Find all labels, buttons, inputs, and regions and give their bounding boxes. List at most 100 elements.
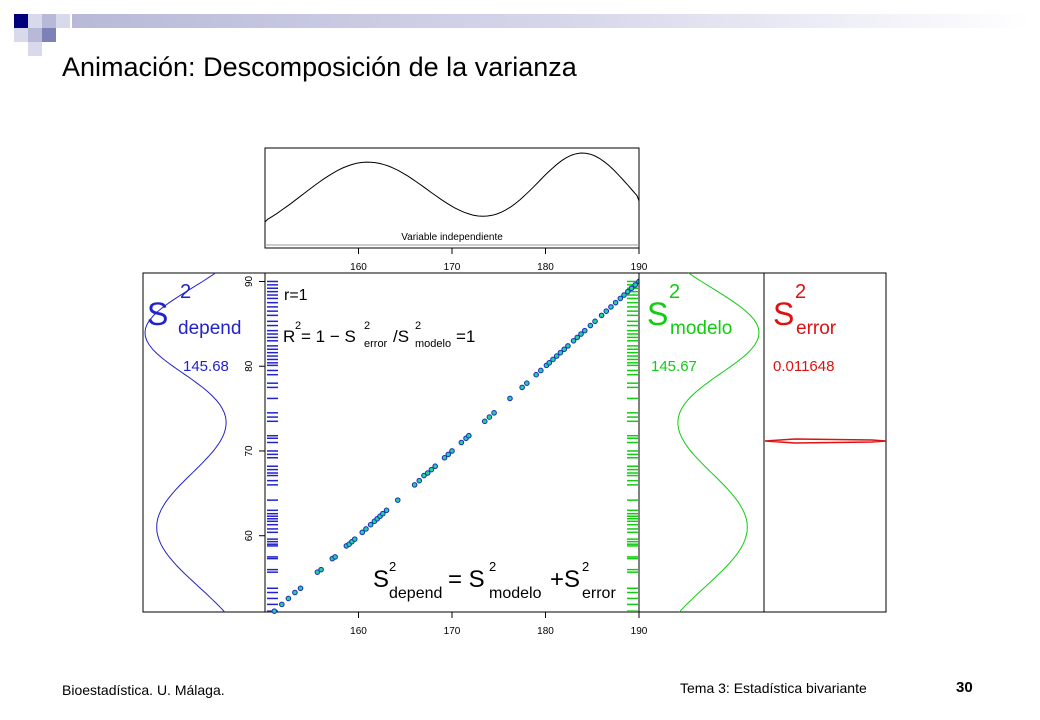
svg-text:2: 2 [389, 559, 396, 574]
scatter-point [524, 380, 530, 386]
corner-square-mid [42, 14, 56, 28]
scatter-point [441, 454, 448, 461]
svg-text:2: 2 [180, 281, 191, 303]
scatter-point [612, 299, 619, 306]
scatter-point [380, 510, 386, 517]
scatter-point [481, 418, 488, 425]
decomposition-formula: S 2 depend = S 2 modelo +S 2 error [373, 559, 616, 602]
svg-text:2: 2 [582, 559, 589, 574]
x-tick-label: 190 [631, 626, 648, 637]
scatter-point [363, 526, 369, 532]
svg-text:modelo: modelo [670, 318, 732, 339]
corner-square-light5 [28, 42, 42, 56]
y-tick-label: 70 [244, 445, 255, 457]
scatter-point [519, 384, 525, 391]
x-tick-label: 190 [631, 262, 648, 273]
scatter-point [608, 304, 614, 310]
scatter-point [546, 360, 553, 366]
page-title: Animación: Descomposición de la varianza [62, 52, 577, 82]
scatter-point [424, 470, 431, 476]
scatter-point [557, 349, 564, 356]
corner-square-light2 [42, 28, 56, 42]
footer-institution: Bioestadística. U. Málaga. [62, 682, 225, 698]
modelo-density-curve [677, 272, 760, 613]
corner-square-light [28, 14, 42, 28]
scatter-point [507, 395, 513, 402]
scatter-point [617, 295, 624, 302]
scatter-point [285, 595, 292, 602]
svg-text:error: error [796, 318, 837, 339]
x-tick-label: 160 [350, 262, 367, 273]
scatter-point [587, 322, 594, 329]
footer-topic: Tema 3: Estadística bivariante [680, 680, 867, 696]
svg-text:2: 2 [415, 320, 421, 332]
scatter-point [603, 308, 610, 314]
r-label: r=1 [284, 287, 308, 304]
scatter-point [486, 414, 493, 420]
modelo-panel-frame [638, 272, 765, 613]
scatter-point [624, 288, 631, 295]
svg-text:modelo: modelo [415, 338, 451, 350]
svg-text:= 1 − S: = 1 − S [301, 327, 356, 346]
scatter-point [574, 334, 581, 341]
scatter-point [578, 331, 584, 337]
scatter-point [581, 327, 588, 334]
svg-text:S: S [373, 566, 389, 593]
y-axis: 60 70 80 90 [244, 275, 265, 541]
svg-text:2: 2 [795, 281, 806, 303]
corner-square-dark [14, 14, 28, 28]
svg-text:/S: /S [393, 327, 409, 346]
y-tick-label: 60 [244, 530, 255, 542]
svg-text:= S: = S [448, 566, 485, 593]
svg-text:depend: depend [389, 585, 442, 602]
scatter-points [271, 278, 642, 614]
scatter-point [538, 367, 544, 374]
svg-text:=1: =1 [456, 327, 475, 346]
scatter-point [533, 371, 539, 378]
scatter-point [553, 353, 560, 359]
scatter-point [632, 282, 639, 288]
scatter-point [351, 536, 358, 542]
scatter-point [359, 529, 366, 536]
depend-rug [267, 280, 278, 612]
scatter-point [491, 410, 497, 416]
svg-text:2: 2 [669, 281, 680, 303]
svg-text:error: error [364, 338, 388, 350]
error-density-spike [764, 438, 887, 444]
scatter-point [416, 477, 423, 484]
svg-text:depend: depend [178, 318, 241, 339]
corner-square-mid2 [28, 28, 42, 42]
scatter-point [394, 497, 401, 503]
page-number: 30 [956, 679, 973, 696]
y-tick-label: 80 [244, 360, 255, 372]
scatter-point [271, 608, 278, 614]
svg-text:S: S [147, 296, 168, 332]
scatter-point [314, 569, 321, 575]
r2-formula: R 2 = 1 − S 2 error /S 2 modelo =1 [283, 320, 475, 350]
modelo-variance-value: 145.67 [651, 358, 697, 375]
scatter-point [561, 346, 568, 353]
x-tick-label: 180 [537, 626, 554, 637]
scatter-point [592, 318, 598, 325]
corner-square-light4 [56, 14, 70, 28]
header-rule [72, 14, 1032, 28]
x-tick-label: 180 [537, 262, 554, 273]
x-tick-label: 170 [444, 626, 461, 637]
error-variance-value: 0.011648 [773, 358, 834, 375]
scatter-point [570, 338, 577, 344]
top-panel-label: Variable independiente [401, 232, 503, 243]
scatter-point [367, 521, 374, 528]
top-x-axis: 160 170 180 190 [350, 248, 648, 273]
scatter-point [565, 343, 571, 349]
scatter-point [292, 589, 298, 596]
svg-text:R: R [283, 327, 295, 346]
svg-text:2: 2 [489, 559, 496, 574]
top-density-curve [264, 152, 640, 225]
bottom-x-axis: 160 170 180 190 [350, 612, 648, 637]
scatter-point [411, 482, 418, 488]
scatter-point [332, 554, 338, 560]
scatter-point [621, 292, 627, 298]
scatter-point [432, 463, 438, 470]
y-tick-label: 90 [244, 275, 255, 287]
